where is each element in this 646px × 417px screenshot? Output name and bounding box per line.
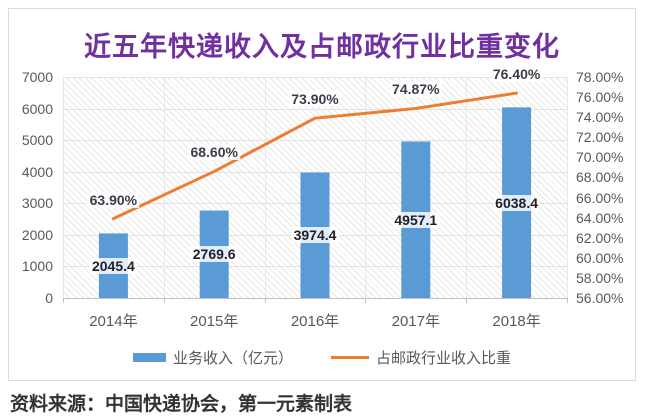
y-axis-left-tick: 0	[45, 290, 53, 306]
x-axis: 2014年 2015年 2016年 2017年 2018年	[63, 310, 567, 330]
y-axis-left-tick: 7000	[21, 69, 53, 85]
y-axis-right: 78.00% 76.00% 74.00% 72.00% 70.00% 68.00% 66.0…	[576, 70, 636, 305]
x-axis-tick: 2014年	[89, 313, 138, 330]
bar-value-label: 2045.4	[89, 257, 137, 274]
y-axis-right-tick: 62.00%	[576, 229, 624, 246]
share-value-label: 73.90%	[289, 91, 341, 108]
y-axis-right-tick: 70.00%	[576, 149, 624, 166]
legend-item-revenue: 业务收入（亿元）	[132, 347, 293, 368]
line-series-swatch-icon	[331, 356, 369, 359]
x-axis-tick: 2017年	[391, 313, 440, 330]
y-axis-right-tick: 58.00%	[576, 269, 624, 286]
bar-value-label: 4957.1	[392, 211, 440, 228]
y-axis-right-tick: 76.00%	[576, 89, 624, 106]
y-axis-left-tick: 3000	[21, 195, 53, 212]
y-axis-left-tick: 4000	[21, 163, 53, 180]
legend-label-share: 占邮政行业收入比重	[376, 350, 512, 367]
plot-area: 2045.4 2769.6 3974.4 4957.1 6038.4 63.90% 68.6…	[63, 66, 568, 303]
legend-item-share: 占邮政行业收入比重	[331, 347, 511, 368]
x-axis-tick: 2016年	[290, 313, 340, 330]
y-axis-right-tick: 64.00%	[576, 209, 624, 226]
bar-value-label: 6038.4	[493, 194, 541, 211]
share-trend-line	[111, 91, 519, 221]
share-value-label: 68.60%	[188, 144, 240, 161]
y-axis-right-tick: 72.00%	[576, 129, 624, 146]
y-axis-right-tick: 78.00%	[576, 69, 624, 85]
y-axis-right-tick: 56.00%	[576, 290, 624, 306]
chart-title: 近五年快递收入及占邮政行业比重变化	[84, 32, 560, 62]
x-axis-tick: 2015年	[190, 313, 239, 330]
y-axis-left-tick: 1000	[21, 258, 53, 275]
y-axis-left-tick: 2000	[21, 226, 53, 243]
y-axis-right-tick: 66.00%	[576, 189, 624, 206]
share-value-label: 63.90%	[87, 191, 140, 208]
source-note: 资料来源：中国快递协会，第一元素制表	[10, 394, 353, 415]
share-value-label: 76.40%	[490, 66, 543, 83]
y-axis-right-tick: 60.00%	[576, 249, 624, 266]
legend: 业务收入（亿元） 占邮政行业收入比重	[9, 347, 635, 368]
y-axis-right-tick: 74.00%	[576, 109, 624, 126]
share-value-label: 74.87%	[390, 81, 442, 98]
bar-value-label: 3974.4	[291, 227, 339, 244]
chart-card: 近五年快递收入及占邮政行业比重变化 7000 6000 5000 4000 3000 20…	[8, 8, 636, 381]
y-axis-left-tick: 5000	[21, 132, 53, 149]
legend-label-revenue: 业务收入（亿元）	[172, 350, 293, 367]
bar-value-label: 2769.6	[190, 246, 238, 263]
y-axis-right-tick: 68.00%	[576, 169, 624, 186]
y-axis-left: 7000 6000 5000 4000 3000 2000 1000 0	[9, 70, 53, 305]
y-axis-left-tick: 6000	[21, 100, 53, 117]
x-axis-tick: 2018年	[492, 313, 541, 330]
bar-series-swatch-icon	[132, 353, 166, 362]
